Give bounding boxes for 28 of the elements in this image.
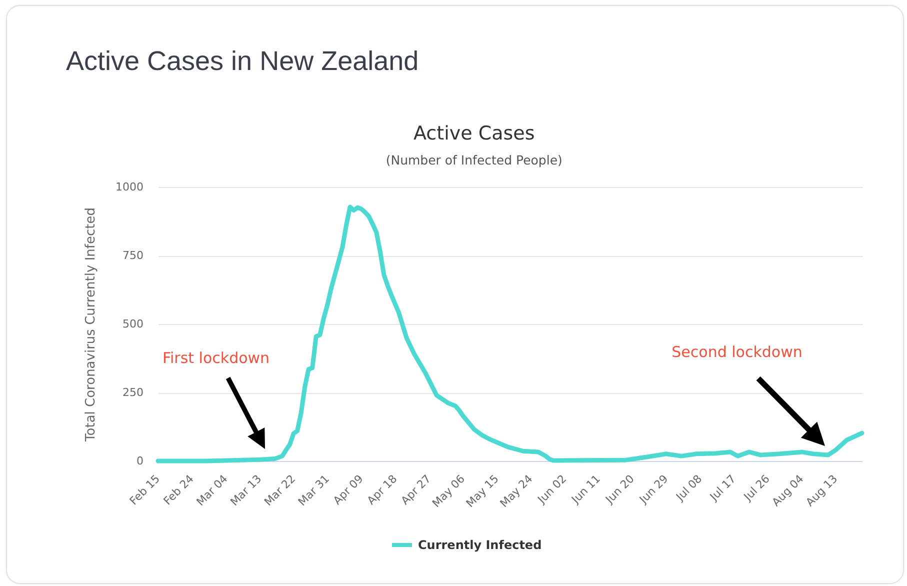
x-tick-label: Jul 26 [740,472,772,504]
chart-title: Active Cases [414,122,535,144]
x-tick-label: Jun 29 [636,472,671,507]
x-tick-label: Jun 02 [534,472,570,507]
legend-label: Currently Infected [418,538,542,552]
line-series [156,204,864,464]
x-tick-label: Mar 31 [296,472,332,509]
x-tick-label: Feb 15 [127,472,162,508]
annotation: Second lockdown [672,343,802,361]
x-tick-label: Jun 20 [602,472,637,507]
x-tick-label: Mar 22 [262,472,298,509]
x-tick-label: Apr 09 [330,472,366,508]
x-tick-label: Jul 08 [672,472,705,504]
x-tick-label: Jul 17 [706,472,738,504]
x-tick-label: Mar 13 [228,472,264,509]
x-tick-label: Mar 04 [194,472,230,509]
y-axis-title: Total Coronavirus Currently Infected [84,208,98,442]
y-tick-label: 500 [122,318,144,330]
text: Active Cases in New Zealand [66,46,419,77]
y-tick-label: 0 [136,454,144,468]
y-tick-label: 1000 [116,180,144,194]
x-tick-label: Apr 18 [364,472,400,508]
y-tick-label: 750 [122,249,144,262]
annotation: First lockdown [162,349,270,367]
y-tick-label: 250 [122,386,144,399]
x-tick-label: Jun 11 [568,472,603,507]
x-tick-label: Feb 24 [161,472,196,508]
chart-subtitle: (Number of Infected People) [386,152,562,168]
